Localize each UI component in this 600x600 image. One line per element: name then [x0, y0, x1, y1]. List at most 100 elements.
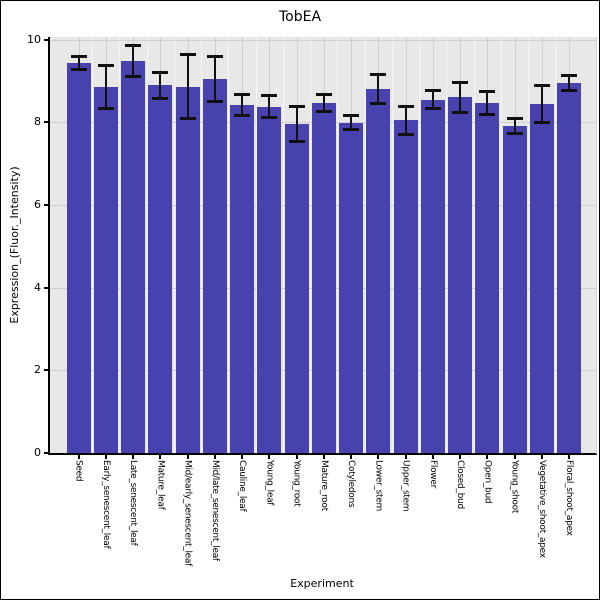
x-tick-mark — [104, 455, 107, 459]
error-bar-cap-top — [315, 93, 332, 97]
error-bar-line — [350, 114, 352, 131]
x-tick-mark — [268, 455, 271, 459]
y-tick-label: 6 — [34, 197, 41, 211]
error-bar-cap-bottom — [70, 68, 87, 72]
error-bar-cap-bottom — [315, 109, 332, 113]
y-tick-label: 2 — [34, 363, 41, 377]
x-tick-label: Flower — [427, 460, 438, 488]
bar-young-root — [284, 123, 309, 453]
error-bar-cap-top — [97, 63, 114, 67]
y-tick-label: 10 — [27, 32, 41, 46]
error-bar-line — [77, 56, 80, 71]
major-gridline-y — [50, 39, 596, 41]
x-tick-label: Young_root — [291, 460, 302, 507]
minor-gridline — [282, 37, 284, 453]
error-bar-cap-top — [206, 55, 223, 59]
plot-panel — [48, 37, 597, 455]
x-tick-mark — [568, 455, 570, 459]
error-bar-cap-top — [179, 53, 196, 57]
error-bar-cap-top — [70, 55, 87, 59]
bar-mid-early-senescent-leaf — [175, 86, 200, 453]
error-bar-line — [540, 84, 543, 124]
minor-gridline — [364, 37, 366, 453]
bar-closed-bud — [448, 97, 472, 453]
x-tick-mark — [404, 455, 407, 459]
x-tick-label: Floral_shoot_apex — [564, 460, 574, 536]
error-bar-cap-top — [288, 105, 305, 109]
y-tick-label: 4 — [34, 280, 41, 294]
x-tick-mark — [540, 455, 543, 459]
minor-gridline — [337, 37, 339, 453]
x-tick-label: Closed_bud — [455, 460, 465, 509]
error-bar-line — [404, 105, 407, 135]
bar-mid-late-senescent-leaf — [202, 78, 227, 453]
x-tick-mark — [241, 455, 243, 459]
error-bar-line — [377, 73, 380, 104]
minor-gridline — [173, 37, 175, 453]
error-bar-cap-top — [234, 93, 250, 97]
x-tick-mark — [295, 455, 298, 459]
chart-title: TobEA — [278, 9, 322, 25]
error-bar-cap-bottom — [97, 106, 114, 110]
x-tick-label: Mature_leaf — [155, 460, 166, 510]
x-tick-label: Early_senescent_leaf — [100, 460, 111, 549]
bar-seed — [66, 63, 91, 453]
minor-gridline — [92, 37, 94, 453]
bar-cauline-leaf — [230, 104, 254, 453]
y-tick-mark — [44, 369, 48, 372]
error-bar-line — [132, 44, 134, 78]
error-bar-cap-bottom — [452, 110, 468, 114]
x-tick-label: Mid/late_senescent_leaf — [209, 460, 220, 561]
x-tick-mark — [77, 455, 80, 459]
error-bar-cap-top — [370, 72, 387, 76]
x-tick-label: Mid/early_senescent_leaf — [182, 460, 193, 566]
y-tick-mark — [44, 203, 48, 206]
error-bar-cap-bottom — [261, 116, 278, 120]
x-tick-label: Late_senescent_leaf — [128, 460, 138, 546]
bar-flower — [420, 99, 445, 453]
bar-young-shoot — [502, 125, 527, 453]
minor-gridline — [228, 37, 230, 453]
error-bar-cap-top — [452, 81, 468, 85]
error-bar-line — [459, 82, 461, 113]
error-bar-cap-bottom — [561, 89, 577, 93]
error-bar-cap-top — [125, 43, 141, 47]
error-bar-cap-top — [561, 74, 577, 78]
bar-lower-stem — [366, 88, 391, 453]
error-bar-line — [159, 72, 162, 99]
minor-gridline — [201, 37, 203, 453]
error-bar-line — [431, 90, 434, 110]
error-bar-line — [486, 91, 489, 116]
x-tick-label: Open_bud — [482, 460, 493, 504]
y-tick-label: 8 — [34, 115, 41, 129]
bar-upper-stem — [393, 120, 418, 453]
error-bar-cap-bottom — [343, 128, 359, 132]
error-bar-cap-top — [506, 116, 523, 120]
error-bar-cap-top — [533, 83, 550, 87]
error-bar-line — [186, 54, 189, 119]
error-bar-line — [568, 75, 570, 92]
minor-gridline — [310, 37, 312, 453]
error-bar-line — [241, 94, 243, 116]
x-tick-mark — [350, 455, 352, 459]
y-axis-title: Expression_(Fluor._Intensity) — [8, 166, 21, 324]
error-bar-cap-bottom — [370, 101, 387, 105]
bar-mature-leaf — [148, 85, 173, 453]
error-bar-cap-bottom — [206, 99, 223, 103]
x-tick-label: Upper_stem — [400, 460, 411, 512]
error-bar-cap-top — [424, 89, 441, 93]
error-bar-line — [295, 106, 298, 142]
x-tick-mark — [186, 455, 189, 459]
error-bar-line — [213, 56, 216, 102]
x-tick-mark — [377, 455, 380, 459]
error-bar-cap-bottom — [506, 132, 523, 136]
error-bar-cap-bottom — [479, 113, 496, 117]
x-tick-mark — [132, 455, 134, 459]
bar-early-senescent-leaf — [93, 86, 118, 453]
minor-gridline — [419, 37, 421, 453]
error-bar-cap-bottom — [234, 113, 250, 117]
error-bar-line — [104, 64, 107, 109]
x-tick-mark — [213, 455, 216, 459]
error-bar-cap-top — [261, 93, 278, 97]
